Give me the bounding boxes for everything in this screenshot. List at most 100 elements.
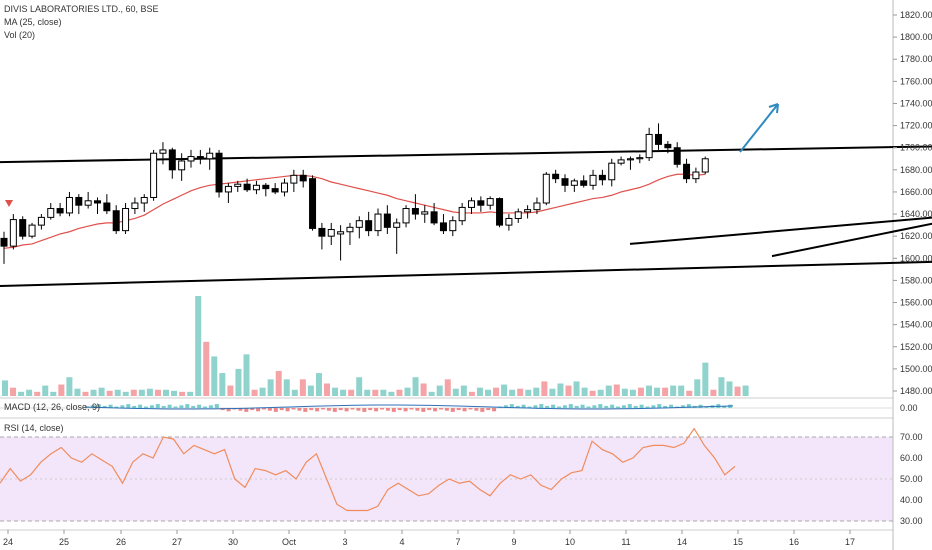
price-tick-label: 1560.00	[900, 298, 932, 308]
volume-bar	[734, 386, 741, 396]
ma-legend[interactable]: MA (25, close)	[4, 17, 62, 27]
volume-bar	[662, 387, 669, 396]
volume-bar	[130, 389, 137, 396]
macd-hist-bar	[492, 408, 497, 412]
candle	[327, 222, 335, 246]
volume-bar	[211, 356, 218, 396]
candle	[430, 203, 438, 226]
macd-hist-bar	[385, 408, 390, 411]
candle	[19, 216, 27, 240]
price-tick-label: 1800.00	[900, 32, 932, 42]
macd-hist-bar	[450, 408, 455, 412]
candle	[159, 142, 167, 165]
candle-body	[486, 198, 494, 206]
candle-body	[150, 152, 158, 198]
price-tick-label: 1580.00	[900, 275, 932, 285]
macd-hist-bar	[610, 404, 615, 408]
candle	[477, 196, 485, 212]
macd-hist-bar	[138, 404, 143, 408]
volume-bar	[718, 377, 725, 396]
candle-body	[75, 196, 83, 206]
volume-bar	[629, 389, 636, 396]
volume-bar	[460, 385, 467, 396]
candle	[664, 141, 672, 154]
macd-tick-label: 0.00	[900, 403, 918, 413]
candle	[131, 197, 139, 215]
volume-bar	[621, 388, 628, 396]
volume-bar	[179, 391, 186, 396]
candle	[598, 169, 606, 186]
candle	[47, 203, 55, 220]
candle-body	[346, 226, 354, 233]
candle	[701, 156, 709, 175]
volume-bar	[509, 389, 516, 396]
rsi-legend[interactable]: RSI (14, close)	[4, 423, 64, 433]
time-tick-label: 15	[733, 537, 743, 547]
candle-body	[542, 173, 550, 204]
volume-bar	[259, 387, 266, 396]
macd-hist-bar	[350, 408, 355, 410]
vol-legend[interactable]: Vol (20)	[4, 30, 36, 40]
candle-body	[355, 220, 363, 228]
candle	[561, 174, 569, 192]
macd-hist-bar	[149, 405, 154, 408]
macd-hist-bar	[321, 408, 325, 410]
candle	[56, 203, 64, 217]
volume-bar	[525, 389, 532, 396]
time-axis[interactable]: 24 25 26 27 30 Oct 3 4 7 9 10 11 14 15 16 17	[3, 530, 855, 547]
macd-hist-bar	[533, 405, 538, 408]
trendlines[interactable]	[0, 85, 932, 287]
macd-hist-bar	[173, 406, 178, 408]
candle	[673, 142, 681, 168]
macd-line	[84, 404, 734, 410]
candle-body	[645, 133, 653, 159]
volume-bars	[2, 296, 749, 396]
candle-body	[664, 143, 672, 149]
candle-body	[505, 217, 513, 226]
candle	[411, 194, 419, 220]
macd-hist-bar	[444, 408, 449, 411]
macd-hist-bar	[203, 406, 207, 408]
macd-hist-bar	[179, 405, 184, 408]
candle	[496, 197, 504, 228]
macd-hist-bar	[362, 408, 367, 412]
time-tick-label: 11	[621, 537, 630, 547]
macd-hist-bar	[468, 408, 473, 410]
price-tick-label: 1500.00	[900, 364, 932, 374]
candle	[103, 194, 111, 215]
candle	[655, 123, 662, 150]
macd-hist-bar	[303, 408, 308, 412]
candle	[458, 203, 466, 226]
down-triangle-icon	[5, 200, 13, 207]
macd-hist-bar	[144, 406, 148, 408]
candle-body	[65, 196, 73, 214]
macd-hist-bar	[208, 405, 213, 408]
volume-bar	[267, 379, 274, 396]
time-tick-label: 4	[399, 537, 404, 547]
candle-body	[608, 162, 616, 181]
macd-hist-bar	[509, 404, 514, 408]
macd-hist-bar	[545, 405, 550, 408]
symbol-title[interactable]: DIVIS LABORATORIES LTD., 60, BSE	[4, 4, 159, 14]
volume-bar	[485, 389, 491, 396]
macd-hist-bar	[226, 408, 231, 412]
candle	[468, 197, 475, 215]
time-tick-label: 25	[59, 537, 69, 547]
candle	[234, 180, 242, 192]
candle	[514, 208, 522, 223]
trendline	[0, 260, 932, 287]
candle-body	[430, 211, 438, 224]
price-axis[interactable]: 1820.00 1800.00 1780.00 1760.00 1740.00 1720.…	[893, 10, 932, 526]
candle-body	[524, 209, 532, 213]
candle	[486, 196, 494, 210]
macd-hist-bar	[704, 406, 709, 408]
candle	[112, 205, 120, 234]
macd-hist-bar	[167, 404, 172, 408]
volume-bar	[50, 391, 57, 396]
candle-body	[122, 208, 130, 232]
candle-body	[37, 216, 45, 226]
volume-bar	[163, 389, 169, 396]
candle-body	[514, 211, 522, 219]
macd-legend[interactable]: MACD (12, 26, close, 9)	[4, 402, 101, 412]
